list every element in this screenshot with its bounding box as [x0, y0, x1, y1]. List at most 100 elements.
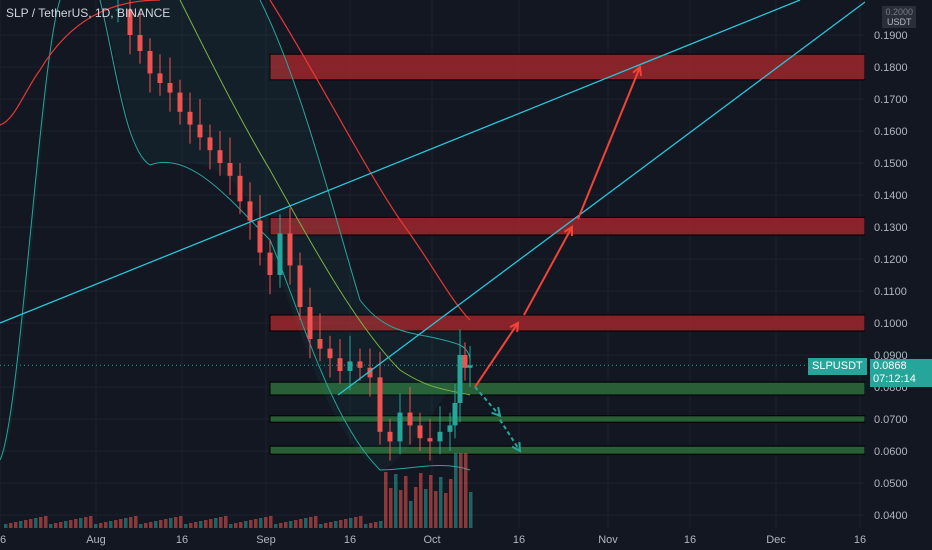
- moving-average-red: [0, 0, 471, 321]
- volume-bar: [354, 517, 358, 528]
- volume-bar: [309, 517, 313, 528]
- time-axis-background: [0, 528, 865, 550]
- volume-bar: [339, 520, 343, 528]
- volume-bar: [414, 487, 418, 528]
- volume-bar: [454, 453, 458, 528]
- volume-bar: [109, 521, 113, 528]
- candle-body: [287, 233, 293, 266]
- volume-bar: [124, 518, 128, 528]
- volume-bar: [49, 524, 53, 528]
- candle-body: [207, 137, 213, 151]
- volume-bar: [364, 524, 368, 528]
- volume-bar: [54, 523, 58, 528]
- candle-body: [307, 307, 313, 339]
- candle-body: [427, 438, 433, 442]
- volume-bar: [269, 516, 273, 528]
- volume-bar: [274, 524, 278, 528]
- volume-bar: [104, 522, 108, 528]
- volume-bar: [194, 522, 198, 528]
- projection-up-arrow: [474, 322, 519, 388]
- candle-body: [277, 233, 283, 275]
- countdown-timer: 07:12:14: [873, 373, 916, 385]
- resistance-zone: [269, 53, 866, 81]
- volume-bar: [359, 516, 363, 528]
- volume-bar: [249, 520, 253, 528]
- volume-bar: [279, 523, 283, 528]
- volume-bar: [244, 521, 248, 528]
- y-tick-label: 0.1700: [874, 94, 908, 106]
- bollinger-lower-early: [0, 0, 61, 461]
- volume-bar: [259, 518, 263, 528]
- volume-bar: [314, 516, 318, 528]
- candle-body: [177, 92, 183, 112]
- volume-bar: [159, 520, 163, 528]
- volume-bar: [199, 521, 203, 528]
- candle-body: [157, 73, 163, 83]
- volume-bar: [434, 491, 438, 528]
- candle-body: [347, 361, 353, 371]
- volume-bar: [409, 501, 413, 528]
- volume-bar: [284, 522, 288, 528]
- x-tick-label: Oct: [423, 534, 440, 546]
- price-axis-background: [865, 0, 932, 550]
- candle-body: [115, 9, 121, 11]
- candle-body: [187, 111, 193, 125]
- volume-bar: [219, 517, 223, 528]
- projection-up-arrow: [577, 66, 641, 220]
- candle-body: [407, 412, 413, 426]
- candle-body: [327, 348, 333, 359]
- volume-bar: [174, 517, 178, 528]
- volume-bar: [44, 516, 48, 528]
- candle-body: [337, 358, 343, 371]
- x-tick-label: Dec: [766, 534, 786, 546]
- candle-body: [297, 265, 303, 307]
- volume-bar: [429, 475, 433, 528]
- trendline-long: [0, 0, 801, 324]
- candle-body: [462, 355, 468, 368]
- volume-bar: [64, 521, 68, 528]
- y-tick-label: 0.1200: [874, 254, 908, 266]
- candle-body: [197, 124, 203, 138]
- volume-bar: [334, 521, 338, 528]
- volume-bar: [169, 518, 173, 528]
- volume-bar: [349, 518, 353, 528]
- volume-bar: [239, 522, 243, 528]
- volume-bar: [399, 490, 403, 528]
- candle-body: [227, 163, 233, 176]
- projection-down-arrow: [474, 386, 501, 417]
- volume-bar: [459, 453, 463, 528]
- candle-body: [377, 377, 383, 432]
- volume-bar: [384, 472, 388, 528]
- currency-unit[interactable]: 0.2000 USDT: [882, 6, 916, 28]
- volume-bar: [439, 477, 443, 528]
- x-tick-label: 16: [344, 534, 356, 546]
- volume-bar: [444, 493, 448, 528]
- volume-bar: [389, 488, 393, 528]
- projection-down-arrowhead: [491, 406, 502, 418]
- projection-up-arrow: [523, 226, 573, 316]
- volume-bar: [324, 523, 328, 528]
- volume-bar: [24, 520, 28, 528]
- volume-bar: [319, 524, 323, 528]
- last-price-badge: 0.0868 07:12:14: [870, 359, 932, 387]
- x-tick-label: Sep: [256, 534, 276, 546]
- x-tick-label: 16: [513, 534, 525, 546]
- candle-body: [417, 425, 423, 439]
- volume-bar: [89, 516, 93, 528]
- volume-bar: [14, 522, 18, 528]
- volume-bar: [29, 519, 33, 528]
- y-tick-label: 0.1800: [874, 62, 908, 74]
- volume-bar: [294, 520, 298, 528]
- volume-bar: [424, 489, 428, 528]
- volume-bar: [379, 521, 383, 528]
- candle-body: [147, 51, 153, 74]
- candle-body: [237, 175, 243, 202]
- y-tick-label: 0.1600: [874, 126, 908, 138]
- candle-body: [127, 9, 133, 35]
- moving-average-green: [179, 0, 471, 396]
- volume-bar: [19, 521, 23, 528]
- volume-bar: [74, 519, 78, 528]
- y-tick-label: 0.1500: [874, 158, 908, 170]
- volume-bar: [164, 519, 168, 528]
